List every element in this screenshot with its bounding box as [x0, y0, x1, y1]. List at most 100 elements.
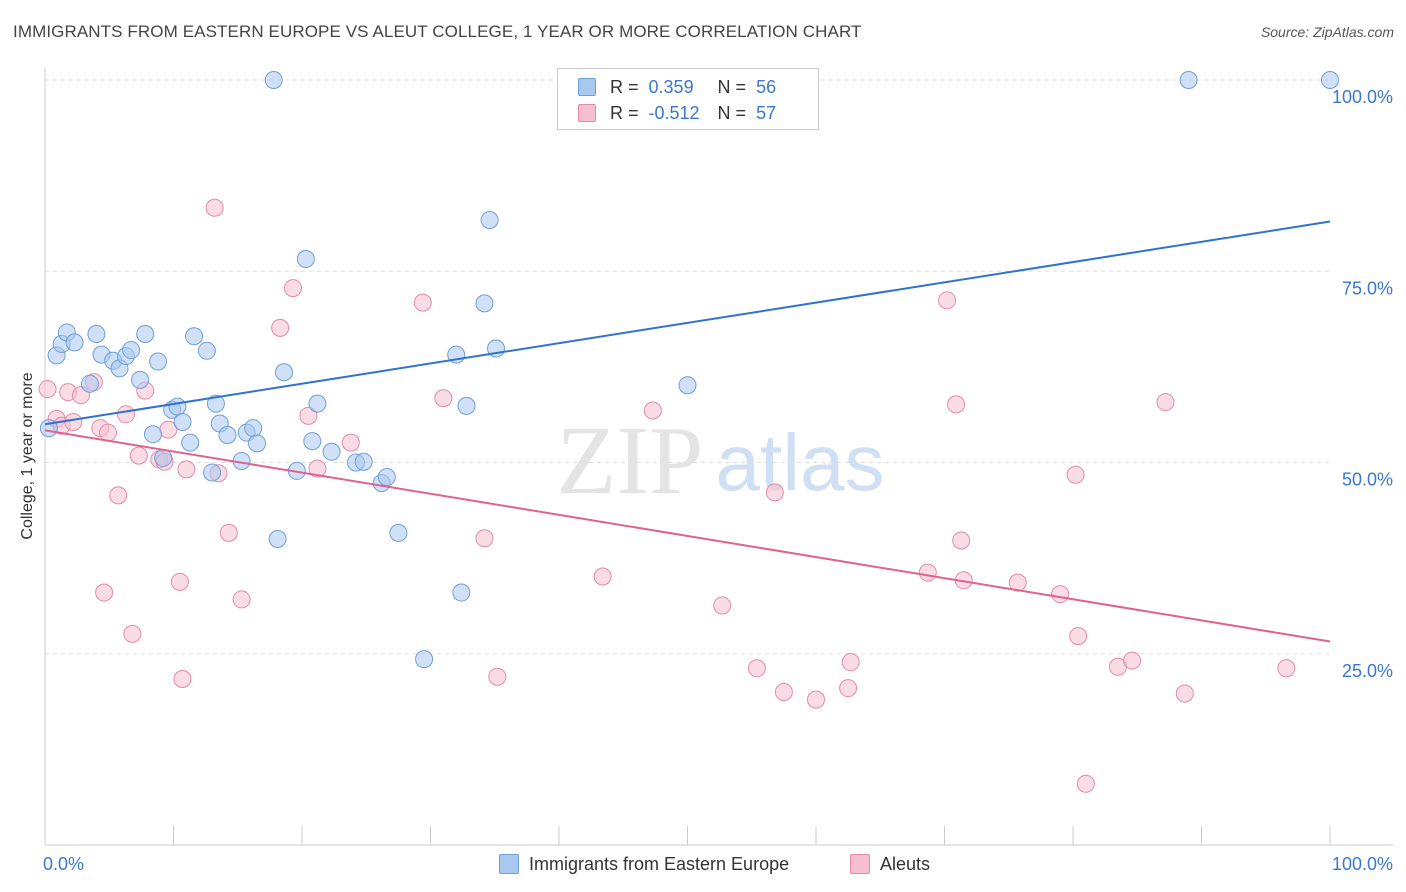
- data-point: [95, 583, 114, 602]
- data-point: [264, 71, 283, 89]
- data-point: [123, 624, 142, 643]
- data-point: [434, 389, 453, 408]
- data-point: [839, 679, 858, 698]
- data-point: [38, 380, 57, 399]
- series-swatch-pink: [850, 854, 870, 874]
- trend-line: [44, 429, 1331, 643]
- data-point: [109, 486, 128, 505]
- data-point: [643, 401, 662, 420]
- data-point: [765, 483, 784, 502]
- source-label: Source: ZipAtlas.com: [1260, 24, 1394, 40]
- data-point: [303, 432, 322, 451]
- axes: [44, 68, 1393, 846]
- data-point: [389, 523, 408, 542]
- tick-labels: 25.0% 50.0% 75.0% 100.0% 0.0% 100.0%: [43, 87, 1393, 874]
- data-point: [206, 394, 225, 413]
- data-point: [1156, 393, 1175, 412]
- trend-line: [44, 220, 1331, 426]
- data-point: [1076, 774, 1095, 793]
- legend-r-label: R =: [610, 76, 639, 97]
- data-point: [938, 291, 957, 310]
- data-point: [173, 669, 192, 688]
- data-point: [219, 523, 238, 542]
- data-point: [248, 434, 267, 453]
- data-point: [268, 530, 287, 548]
- data-point: [678, 376, 697, 395]
- data-point: [1069, 627, 1088, 646]
- data-point: [415, 650, 434, 669]
- data-point: [218, 425, 237, 444]
- watermark-atlas: atlas: [716, 418, 885, 507]
- data-point: [354, 452, 373, 471]
- data-point: [129, 446, 148, 465]
- data-point: [154, 448, 173, 467]
- legend-r-label: R =: [610, 102, 639, 123]
- data-point: [308, 394, 327, 413]
- data-point: [205, 198, 224, 217]
- trend-lines: [44, 220, 1331, 643]
- series-label: Aleuts: [880, 853, 931, 874]
- data-point: [271, 318, 290, 337]
- data-point: [475, 529, 494, 548]
- data-point: [87, 324, 106, 343]
- watermark: ZIP atlas: [557, 407, 885, 515]
- data-point: [713, 596, 732, 615]
- data-point: [284, 279, 303, 298]
- y-tick-label: 100.0%: [1332, 87, 1393, 107]
- chart-title: IMMIGRANTS FROM EASTERN EUROPE VS ALEUT …: [13, 22, 862, 41]
- data-point: [488, 667, 507, 686]
- data-point: [593, 567, 612, 586]
- data-point: [1123, 651, 1142, 670]
- data-point: [475, 294, 494, 313]
- data-point: [322, 442, 341, 461]
- data-point: [275, 363, 294, 382]
- data-point: [98, 423, 117, 442]
- data-point: [143, 425, 162, 444]
- y-tick-label: 50.0%: [1342, 470, 1393, 490]
- data-point: [177, 460, 196, 479]
- data-point: [173, 412, 192, 431]
- data-point: [149, 352, 168, 371]
- data-point: [952, 531, 971, 550]
- data-point: [1175, 684, 1194, 703]
- data-point: [341, 433, 360, 452]
- y-tick-label: 25.0%: [1342, 661, 1393, 681]
- data-point: [197, 341, 216, 360]
- data-point: [480, 210, 499, 229]
- data-point: [452, 583, 471, 602]
- legend-n-value: 57: [756, 102, 777, 123]
- data-point: [116, 405, 135, 424]
- correlation-legend: R = 0.359 N = 56 R = -0.512 N = 57: [557, 68, 819, 130]
- data-point: [807, 690, 825, 709]
- series-label: Immigrants from Eastern Europe: [529, 853, 790, 874]
- data-point: [1321, 71, 1339, 89]
- eastern-europe-points: [39, 71, 1339, 669]
- data-point: [1051, 585, 1070, 604]
- data-point: [80, 374, 99, 393]
- data-point: [168, 397, 187, 416]
- data-point: [299, 406, 318, 425]
- data-point: [947, 395, 966, 414]
- data-point: [457, 396, 476, 415]
- data-point: [413, 293, 432, 312]
- legend-r-value: 0.359: [648, 76, 694, 97]
- data-point: [181, 433, 200, 452]
- legend-n-value: 56: [756, 76, 777, 97]
- data-point: [774, 683, 793, 701]
- x-tick-label: 0.0%: [43, 854, 84, 874]
- grid-lines: [45, 79, 1330, 655]
- data-point: [64, 412, 83, 431]
- data-point: [131, 370, 150, 389]
- legend-n-label: N =: [717, 76, 747, 97]
- data-point: [1179, 71, 1198, 89]
- data-point: [185, 327, 204, 346]
- data-point: [296, 250, 315, 269]
- legend-r-value: -0.512: [648, 102, 700, 123]
- data-point: [65, 333, 84, 352]
- series-legend-aleuts: Aleuts: [850, 852, 930, 876]
- data-point: [747, 659, 766, 678]
- x-tick-label: 100.0%: [1332, 854, 1393, 874]
- data-point: [244, 419, 263, 438]
- data-point: [203, 463, 222, 482]
